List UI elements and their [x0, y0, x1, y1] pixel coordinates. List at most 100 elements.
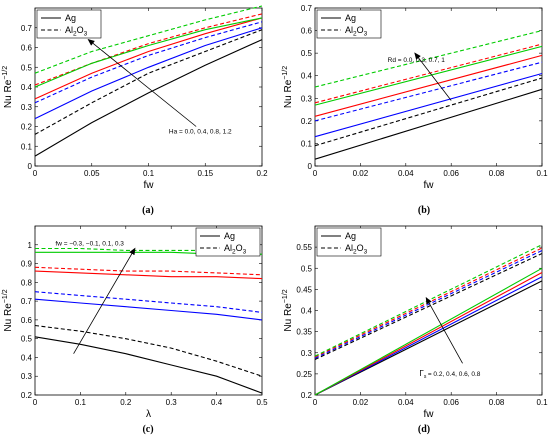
- y-tick-label: 0.4: [301, 72, 313, 81]
- y-tick-label: 0.2: [301, 391, 313, 400]
- annotation-text: Rd = 0.0, 0.3, 0.7, 1: [388, 57, 446, 64]
- legend-label-subscript: 2: [73, 31, 77, 38]
- y-tick-label: 0.9: [21, 260, 33, 269]
- annotation-arrow: [414, 52, 452, 101]
- y-tick-label: 0.6: [301, 27, 313, 36]
- legend-label-subscript: 3: [364, 249, 368, 256]
- legend-label-subscript: 2: [353, 31, 357, 38]
- y-axis-label: Nu Re−1/2: [282, 66, 294, 108]
- series-line: [34, 27, 263, 120]
- annotation-values: = 0.2, 0.4, 0.6, 0.8: [428, 371, 481, 378]
- series-line: [314, 77, 543, 147]
- y-tick-label: 0.4: [21, 353, 33, 362]
- y-axis-label: Nu Re−1/2: [2, 66, 14, 108]
- series-line: [34, 17, 263, 88]
- y-tick-label: 0.25: [296, 370, 312, 379]
- x-tick-label: 0.04: [398, 169, 414, 178]
- x-tick-label: 0.08: [489, 169, 505, 178]
- y-tick-label: 1: [28, 241, 33, 250]
- panel-label: (b): [418, 205, 430, 216]
- series-line: [314, 43, 543, 104]
- y-axis-label-text: Nu Re: [3, 303, 14, 332]
- legend-label-text: Ag: [345, 13, 356, 23]
- x-tick-label: 0: [313, 169, 318, 178]
- x-tick-label: 0.4: [211, 398, 223, 407]
- y-tick-label: 0.8: [21, 278, 33, 287]
- legend-label: Al2O3: [345, 243, 368, 256]
- legend-label: Al2O3: [224, 243, 247, 256]
- y-tick-label: 0.3: [301, 349, 313, 358]
- y-tick-label: 0.5: [21, 335, 33, 344]
- series-line: [34, 336, 263, 394]
- y-tick-label: 0.4: [21, 83, 33, 92]
- series-line: [314, 276, 543, 396]
- series-line: [314, 72, 543, 138]
- panel-label: (c): [142, 424, 153, 435]
- x-tick-label: 0: [33, 169, 38, 178]
- annotation-arrow: [87, 38, 197, 127]
- x-axis-label: fw: [424, 180, 435, 191]
- series-line: [34, 39, 263, 157]
- series-line: [34, 29, 263, 135]
- annotation-values: Ha = 0.0, 0.4, 0.8, 1.2: [169, 128, 232, 135]
- legend-label-text: Al: [224, 243, 232, 253]
- legend-label-text: Ag: [345, 231, 356, 241]
- x-tick-label: 0.06: [443, 398, 459, 407]
- annotation-text: Γs = 0.2, 0.4, 0.6, 0.8: [419, 369, 480, 380]
- legend-label: Ag: [224, 231, 235, 241]
- legend-label: Ag: [65, 13, 76, 23]
- annotation-arrow: [425, 296, 463, 364]
- y-tick-label: 0.6: [21, 44, 33, 53]
- chart-panel-c: 0 0.1 0.2 0.3 0.4 0.5 0.2 0.3 0.4 0.5 0.6 0.7 0.8 0.9…: [2, 225, 268, 435]
- legend-label-text: Ag: [65, 13, 76, 23]
- series-line: [34, 270, 263, 280]
- series-line: [314, 272, 543, 396]
- y-axis-label-exponent: −1/2: [282, 289, 289, 303]
- annotation-symbol-subscript: s: [424, 374, 427, 380]
- series-line: [34, 21, 263, 104]
- legend-label-text: O: [357, 25, 364, 35]
- y-tick-label: 0.3: [21, 372, 33, 381]
- x-tick-label: 0.04: [398, 398, 414, 407]
- y-tick-label: 0.1: [301, 139, 313, 148]
- annotation-text: fw = −0.3, −0.1, 0.1, 0.3: [55, 241, 124, 248]
- panel-label: (d): [418, 424, 430, 435]
- y-axis-label: Nu Re−1/2: [282, 289, 294, 331]
- x-tick-label: 0.5: [256, 398, 268, 407]
- series-line: [34, 291, 263, 313]
- x-axis-label: λ: [146, 409, 151, 420]
- y-tick-label: 0.6: [21, 316, 33, 325]
- annotation-values: Rd = 0.0, 0.3, 0.7, 1: [388, 57, 446, 64]
- legend-box: [36, 9, 102, 39]
- series-line: [34, 266, 263, 276]
- y-tick-label: 0.3: [21, 103, 33, 112]
- legend-box: [316, 9, 382, 39]
- y-tick-label: 0: [308, 162, 313, 171]
- y-tick-label: 0.7: [21, 24, 33, 33]
- x-tick-label: 0.1: [536, 169, 548, 178]
- x-tick-label: 0.02: [353, 398, 369, 407]
- series-line: [314, 88, 543, 160]
- legend-label-text: O: [236, 243, 243, 253]
- legend-label-text: Ag: [224, 231, 235, 241]
- y-axis-label: Nu Re−1/2: [2, 289, 14, 331]
- x-tick-label: 0.06: [443, 169, 459, 178]
- x-tick-label: 0.2: [120, 398, 132, 407]
- series-line: [34, 17, 263, 100]
- series-line: [314, 61, 543, 122]
- y-axis-label-exponent: −1/2: [2, 289, 9, 303]
- series-line: [34, 5, 263, 74]
- legend-label-subscript: 3: [243, 249, 247, 256]
- legend-label: Al2O3: [65, 25, 88, 38]
- y-axis-label-text: Nu Re: [283, 79, 294, 108]
- legend-label-text: Al: [345, 25, 353, 35]
- series-line: [314, 54, 543, 117]
- chart-panel-a: 0 0.05 0.1 0.15 0.2 0 0.1 0.2 0.3 0.4 0.5 0.6 0.7 fw N…: [2, 5, 268, 216]
- x-tick-label: 0.1: [143, 169, 155, 178]
- y-axis-label-text: Nu Re: [283, 303, 294, 332]
- legend-label-subscript: 2: [353, 249, 357, 256]
- legend-label-subscript: 2: [232, 249, 236, 256]
- chart-panel-b: 0 0.02 0.04 0.06 0.08 0.1 0 0.1 0.2 0.3 0.4 0.5 0.6 0…: [282, 4, 548, 216]
- x-tick-label: 0: [33, 398, 38, 407]
